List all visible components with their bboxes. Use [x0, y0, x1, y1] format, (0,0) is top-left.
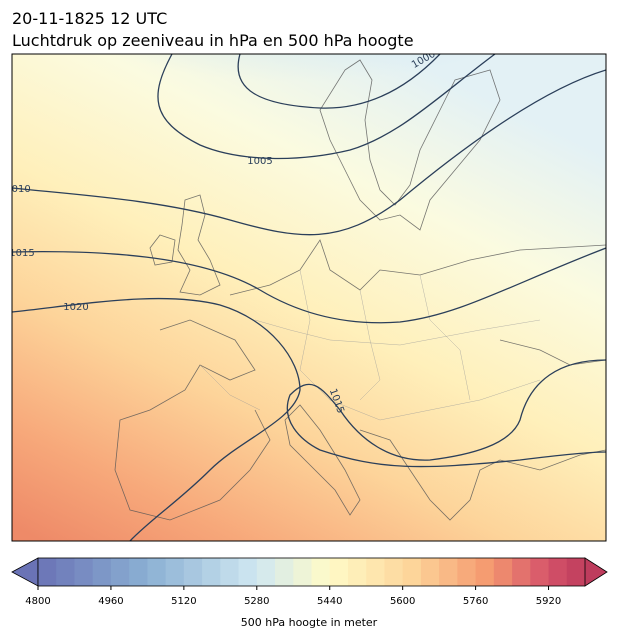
colorbar-segment	[129, 558, 148, 586]
colorbar-segment	[110, 558, 130, 586]
colorbar-segment	[566, 558, 586, 586]
isobar-label: 1020	[63, 302, 88, 313]
colorbar-segment	[256, 558, 276, 586]
colorbar-segment	[420, 558, 440, 586]
colorbar-segment	[493, 558, 513, 586]
colorbar-segment	[366, 558, 385, 586]
colorbar-tick-label: 5440	[317, 596, 342, 607]
title: 20-11-1825 12 UTC	[12, 9, 167, 28]
isobar	[12, 247, 606, 324]
colorbar-segment	[457, 558, 477, 586]
colorbar-segment	[530, 558, 550, 586]
colorbar-extend-low	[11, 557, 39, 587]
isobar-label: 1005	[247, 156, 272, 167]
colorbar-tick-label: 4800	[25, 596, 50, 607]
colorbar-segment	[293, 558, 312, 586]
colorbar-segment	[439, 558, 458, 586]
colorbar-segment	[38, 558, 57, 586]
isobar	[157, 54, 496, 160]
colorbar-label: 500 hPa hoogte in meter	[241, 616, 378, 629]
isobar-label: 1015	[9, 248, 34, 259]
colorbar-segment	[147, 558, 167, 586]
colorbar-segment	[475, 558, 495, 586]
low-area	[40, 54, 560, 170]
colorbar-segment	[548, 558, 568, 586]
colorbar-segment	[220, 558, 240, 586]
colorbar-segment	[347, 558, 367, 586]
colorbar-segment	[183, 558, 203, 586]
colorbar-segment	[238, 558, 258, 586]
colorbar-tick-label: 5600	[390, 596, 415, 607]
colorbar-segment	[402, 558, 422, 586]
colorbar-segment	[311, 558, 331, 586]
isobars: 1000 1005 1010 1015 1020 1015	[5, 54, 606, 541]
isobar	[286, 359, 606, 468]
colorbar-segment	[329, 558, 349, 586]
colorbar-extend-high	[584, 557, 608, 587]
colorbar-segment	[202, 558, 221, 586]
map-frame	[11, 53, 607, 542]
coastlines	[114, 59, 606, 521]
colorbar-segment	[512, 558, 531, 586]
subtitle: Luchtdruk op zeeniveau in hPa en 500 hPa…	[12, 31, 414, 50]
colorbar-segment	[74, 558, 94, 586]
colorbar: 4800 4960 5120 5280 5440 5600 5760 5920	[11, 557, 608, 607]
colorbar-tick-label: 5920	[536, 596, 561, 607]
colorbar-tick-label: 5120	[171, 596, 196, 607]
colorbar-tick-label: 5280	[244, 596, 269, 607]
isobar	[12, 297, 301, 541]
isobar	[237, 54, 441, 109]
borders	[199, 269, 541, 421]
colorbar-tick-label: 5760	[463, 596, 488, 607]
isobar-label: 1010	[5, 184, 30, 195]
colorbar-segment	[56, 558, 75, 586]
colorbar-segment	[165, 558, 185, 586]
colorbar-segment	[275, 558, 294, 586]
colorbar-frame	[37, 557, 586, 587]
map: 1000 1005 1010 1015 1020 1015	[5, 54, 606, 541]
colorbar-tick-label: 4960	[98, 596, 123, 607]
colorbar-segment	[384, 558, 404, 586]
colorbar-segment	[92, 558, 112, 586]
isobar	[12, 69, 606, 236]
